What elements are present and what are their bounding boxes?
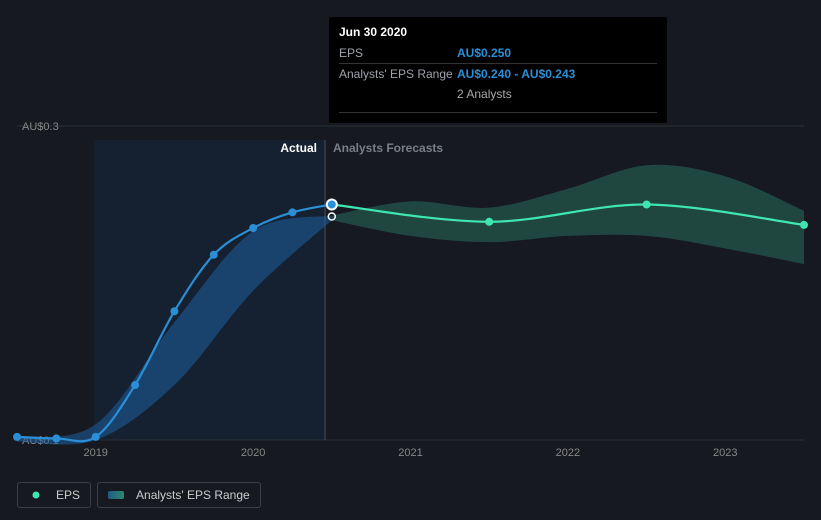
tooltip-row-value: AU$0.250 <box>457 43 657 64</box>
eps-marker[interactable] <box>643 201 651 209</box>
eps-marker[interactable] <box>13 433 21 441</box>
eps-marker[interactable] <box>210 251 218 259</box>
legend-label: EPS <box>56 488 80 502</box>
tooltip-row: Analysts' EPS RangeAU$0.240 - AU$0.243 <box>339 64 657 85</box>
eps-marker-highlight[interactable] <box>327 200 337 210</box>
x-tick-label: 2019 <box>83 447 107 459</box>
tooltip-row-label: Analysts' EPS Range <box>339 64 457 85</box>
tooltip-row-value: AU$0.240 - AU$0.243 <box>457 64 657 85</box>
legend-item-eps[interactable]: EPS <box>17 482 91 508</box>
eps-marker[interactable] <box>170 307 178 315</box>
legend-swatch <box>108 489 130 501</box>
tooltip-table: EPSAU$0.250Analysts' EPS RangeAU$0.240 -… <box>339 43 657 104</box>
tooltip-row-label: EPS <box>339 43 457 64</box>
legend-swatch <box>28 489 50 501</box>
tooltip-row: EPSAU$0.250 <box>339 43 657 64</box>
x-tick-label: 2021 <box>398 447 422 459</box>
chart-tooltip: Jun 30 2020 EPSAU$0.250Analysts' EPS Ran… <box>329 17 667 123</box>
eps-marker[interactable] <box>52 434 60 442</box>
actual-label: Actual <box>280 141 317 155</box>
forecast-label: Analysts Forecasts <box>333 141 443 155</box>
eps-chart: AU$0.1AU$0.3ActualAnalysts Forecasts2019… <box>0 0 821 520</box>
eps-marker[interactable] <box>800 221 808 229</box>
eps-marker[interactable] <box>288 208 296 216</box>
y-tick-label: AU$0.3 <box>22 121 59 133</box>
x-tick-label: 2023 <box>713 447 737 459</box>
x-tick-label: 2022 <box>556 447 580 459</box>
eps-marker[interactable] <box>131 381 139 389</box>
eps-marker[interactable] <box>249 224 257 232</box>
legend-label: Analysts' EPS Range <box>136 488 250 502</box>
x-tick-label: 2020 <box>241 447 265 459</box>
tooltip-date: Jun 30 2020 <box>339 25 657 39</box>
eps-marker[interactable] <box>485 218 493 226</box>
tooltip-row-sub: 2 Analysts <box>339 84 657 104</box>
legend-item-eps-range[interactable]: Analysts' EPS Range <box>97 482 261 508</box>
eps-marker[interactable] <box>92 433 100 441</box>
chart-legend: EPS Analysts' EPS Range <box>17 482 261 508</box>
